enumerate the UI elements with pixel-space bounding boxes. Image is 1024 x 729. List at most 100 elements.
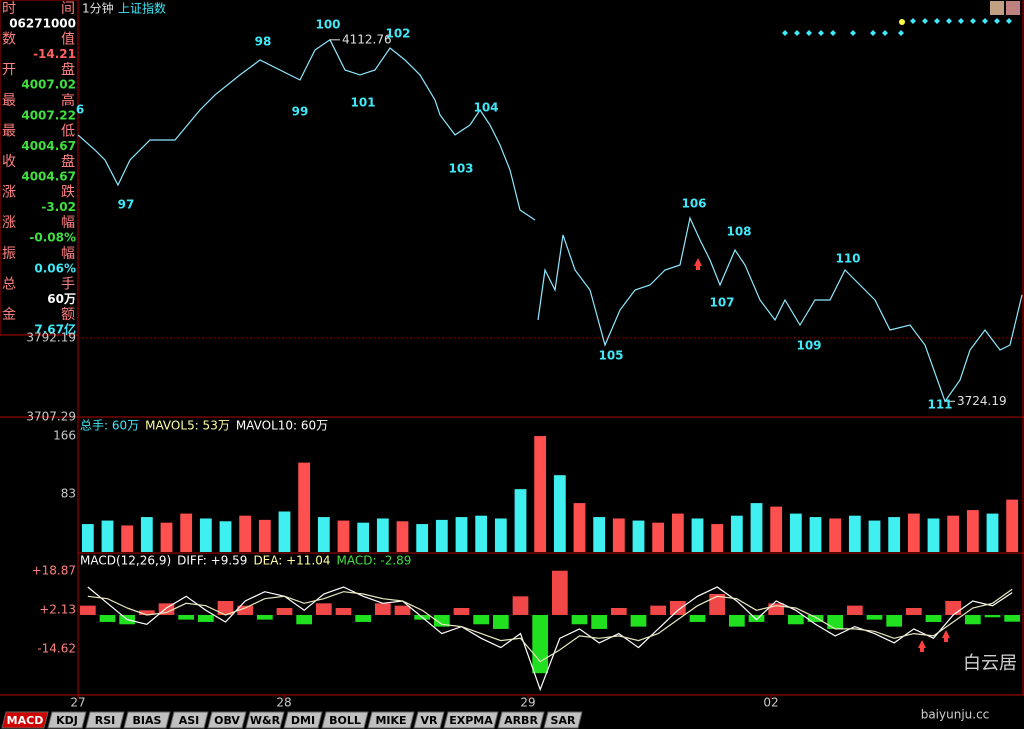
volume-bar — [947, 515, 960, 552]
tab-label[interactable]: ASI — [179, 714, 200, 727]
macd-bar — [473, 614, 490, 625]
tab[interactable]: KDJ — [47, 711, 87, 729]
wave-label: 106 — [681, 196, 706, 210]
macd-bar — [748, 614, 765, 622]
macd-bar — [433, 614, 450, 627]
tab[interactable]: DMI — [283, 711, 323, 729]
macd-bar — [610, 607, 627, 615]
tab[interactable]: MIKE — [367, 711, 415, 729]
macd-bar — [945, 600, 962, 615]
volume-bar — [632, 520, 645, 552]
tab-shape[interactable] — [85, 711, 125, 729]
macd-bar — [197, 614, 214, 622]
tab-label[interactable]: BOLL — [329, 714, 361, 727]
tab-shape[interactable] — [169, 711, 209, 729]
y-tick-label: 3707.29 — [26, 410, 76, 424]
wave-label: 105 — [598, 348, 623, 362]
macd-bar — [374, 603, 391, 615]
volume-bar — [888, 517, 901, 552]
volume-bar — [986, 513, 999, 552]
y-tick-label: 83 — [61, 487, 76, 501]
volume-bar — [1006, 499, 1019, 552]
volume-bar — [573, 503, 586, 552]
y-tick-label: +2.13 — [39, 603, 76, 617]
info-value: -3.02 — [41, 200, 76, 214]
tab-shape[interactable] — [367, 711, 415, 729]
tab-label[interactable]: EXPMA — [449, 714, 493, 727]
macd-bar — [178, 614, 195, 620]
tab[interactable]: ASI — [169, 711, 209, 729]
tab-shape[interactable] — [47, 711, 87, 729]
tab[interactable]: MACD — [1, 711, 49, 729]
tab[interactable]: BOLL — [321, 711, 369, 729]
tab-shape[interactable] — [497, 711, 545, 729]
watermark-url: baiyunju.cc — [921, 708, 990, 722]
volume-bar — [907, 513, 920, 552]
icon[interactable] — [1006, 1, 1020, 15]
indicator-header: MACD: -2.89 — [337, 554, 412, 568]
volume-bar — [750, 503, 763, 552]
tab-shape[interactable] — [443, 711, 499, 729]
tab[interactable]: W&R — [245, 711, 285, 729]
tab[interactable]: OBV — [207, 711, 247, 729]
tab-label[interactable]: OBV — [214, 714, 240, 727]
wave-label: 108 — [726, 224, 751, 238]
macd-bar — [296, 614, 313, 625]
tab-label[interactable]: SAR — [551, 714, 576, 727]
tab[interactable]: RSI — [85, 711, 125, 729]
tab-label[interactable]: KDJ — [56, 714, 78, 727]
volume-bar — [691, 518, 704, 552]
tab-label[interactable]: W&R — [250, 714, 281, 727]
volume-bar — [534, 436, 547, 552]
volume-bar — [298, 462, 311, 552]
macd-bar — [355, 614, 372, 622]
arrow — [942, 630, 950, 642]
y-tick-label: +18.87 — [32, 564, 76, 578]
indicator-header: DIFF: +9.59 — [177, 554, 247, 568]
volume-bar — [121, 525, 134, 552]
tab[interactable]: BIAS — [123, 711, 171, 729]
tab[interactable]: SAR — [543, 711, 583, 729]
tab-label[interactable]: BIAS — [133, 714, 162, 727]
volume-bar — [416, 524, 429, 552]
tab-label[interactable]: ARBR — [504, 714, 538, 727]
wave-label: 98 — [255, 35, 272, 49]
tab-label[interactable]: DMI — [291, 714, 315, 727]
volume-bar — [711, 524, 724, 552]
macd-bar — [315, 603, 332, 615]
tab-label[interactable]: RSI — [95, 714, 116, 727]
tab-shape[interactable] — [413, 711, 445, 729]
macd-bar — [925, 614, 942, 622]
tab-shape[interactable] — [207, 711, 247, 729]
wave-label: 100 — [315, 17, 340, 31]
tab-label[interactable]: MACD — [7, 714, 44, 727]
tab[interactable]: VR — [413, 711, 445, 729]
tab-label[interactable]: MIKE — [375, 714, 406, 727]
macd-bar — [787, 614, 804, 625]
tab-shape[interactable] — [543, 711, 583, 729]
tab-shape[interactable] — [245, 711, 285, 729]
info-value: 4004.67 — [21, 170, 76, 184]
volume-bar — [789, 513, 802, 552]
tab[interactable]: ARBR — [497, 711, 545, 729]
macd-bar — [256, 614, 273, 620]
volume-bar — [396, 521, 409, 552]
macd-bar — [669, 600, 686, 615]
volume-bar — [81, 524, 94, 552]
info-value: 60万 — [47, 292, 76, 306]
tab-label[interactable]: VR — [421, 714, 439, 727]
x-tick-label: 02 — [763, 696, 778, 710]
macd-bar — [827, 614, 844, 629]
icon[interactable] — [990, 1, 1004, 15]
tab-shape[interactable] — [283, 711, 323, 729]
tab-shape[interactable] — [1, 711, 49, 729]
wave-label: 107 — [709, 295, 734, 309]
volume-bar — [357, 522, 370, 552]
macd-bar — [807, 614, 824, 622]
wave-label: 111 — [927, 397, 952, 411]
tab-shape[interactable] — [321, 711, 369, 729]
info-value: 4007.22 — [21, 108, 76, 122]
tab-shape[interactable] — [123, 711, 171, 729]
tab[interactable]: EXPMA — [443, 711, 499, 729]
